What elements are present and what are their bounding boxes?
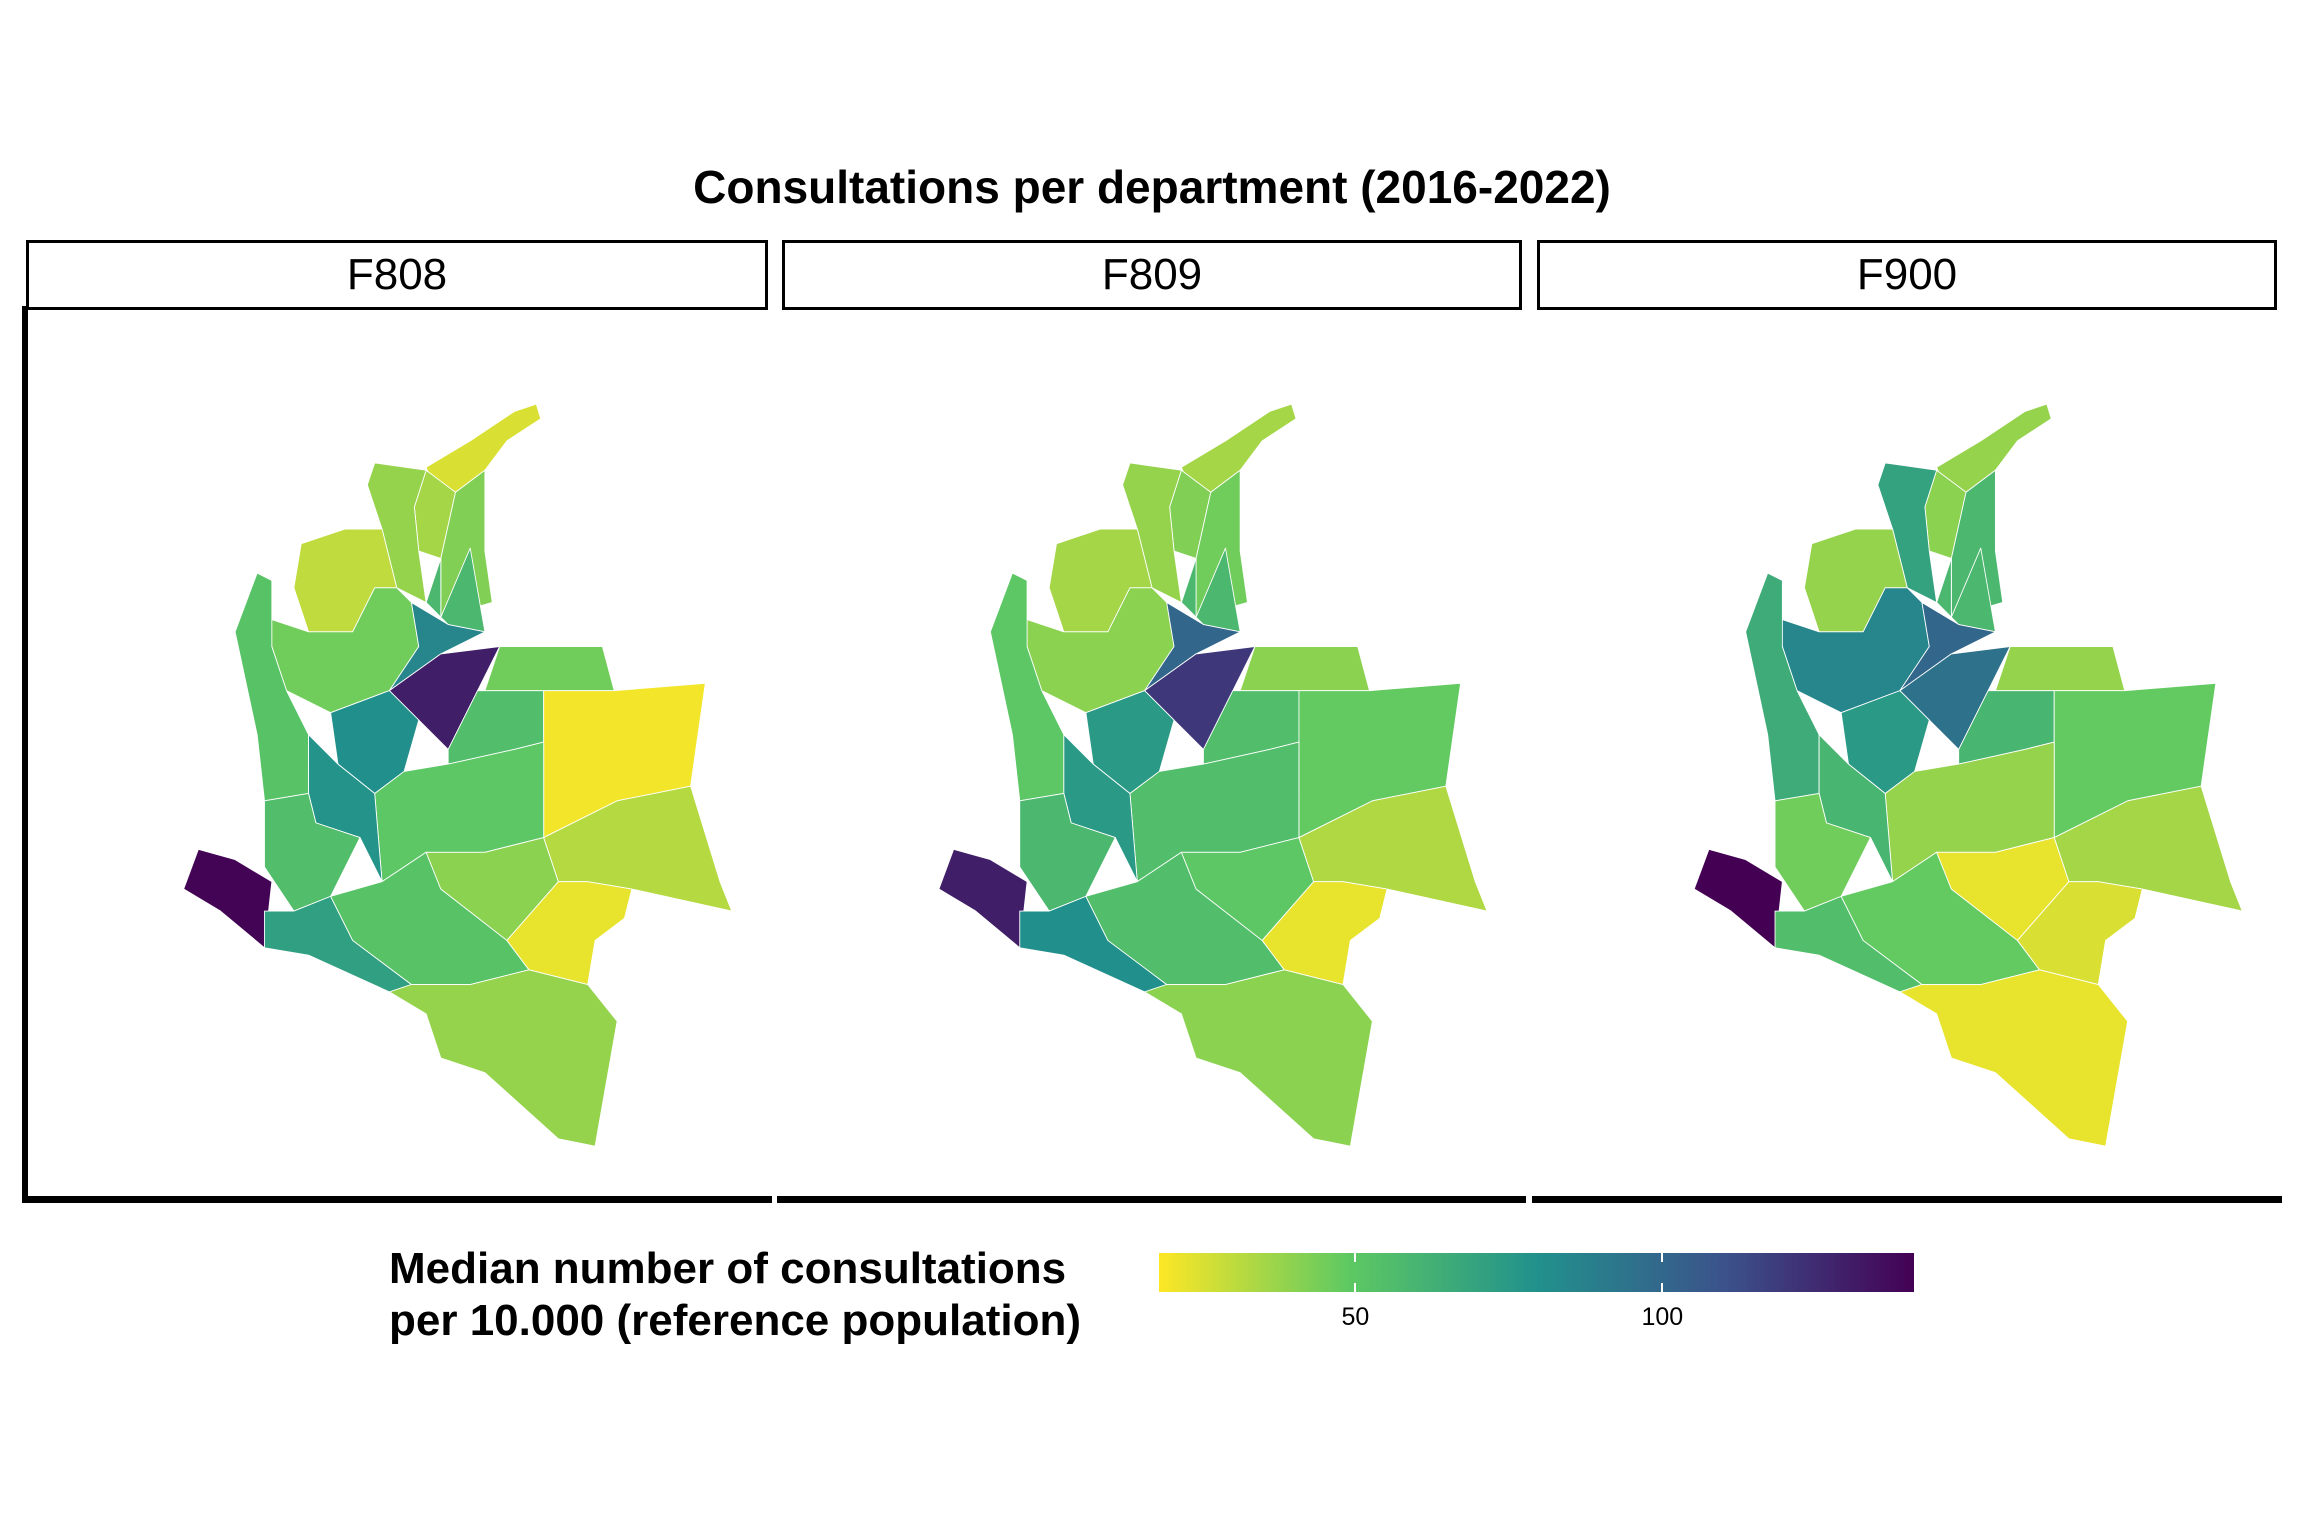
department-region [1693,848,1783,949]
y-axis-line [22,306,28,1202]
facet-strip-f809: F809 [782,240,1522,310]
department-region [1239,646,1370,692]
department-region [1899,969,2129,1147]
legend-title-line2: per 10.000 (reference population) [389,1296,1081,1345]
colorbar-tick [1661,1253,1664,1262]
department-region [1994,646,2126,692]
colorbar-tick-label-50: 50 [1341,1303,1370,1331]
department-region [264,793,361,912]
colorbar-tick [1661,1283,1664,1292]
x-axis-line-f808 [22,1196,772,1203]
colorbar-tick-label-100: 100 [1641,1303,1684,1331]
department-region [234,572,310,802]
facet-strip-f808: F808 [26,240,768,310]
legend-title-line1: Median number of consultations [389,1244,1067,1293]
department-region [484,646,615,692]
department-region [1019,793,1116,912]
facet-strip-f900: F900 [1537,240,2277,310]
department-region [506,881,633,985]
legend-title: Median number of consultations per 10.00… [389,1243,1081,1347]
department-region [989,572,1065,802]
x-axis-line-f809 [777,1196,1526,1203]
department-region [1774,793,1871,912]
department-region [938,848,1028,949]
department-region [1261,881,1388,985]
x-axis-line-f900 [1532,1196,2282,1203]
colorbar-tick [1354,1283,1357,1292]
department-region [183,848,273,949]
chart-title: Consultations per department (2016-2022) [693,161,1611,213]
department-region [388,969,618,1147]
map-f808 [183,403,733,1147]
map-f900 [1693,403,2243,1147]
map-f809 [938,403,1488,1147]
department-region [1144,969,1373,1147]
department-region [1745,572,1820,802]
colorbar [1159,1253,1914,1292]
department-region [2017,881,2143,985]
colorbar-tick [1354,1253,1357,1262]
